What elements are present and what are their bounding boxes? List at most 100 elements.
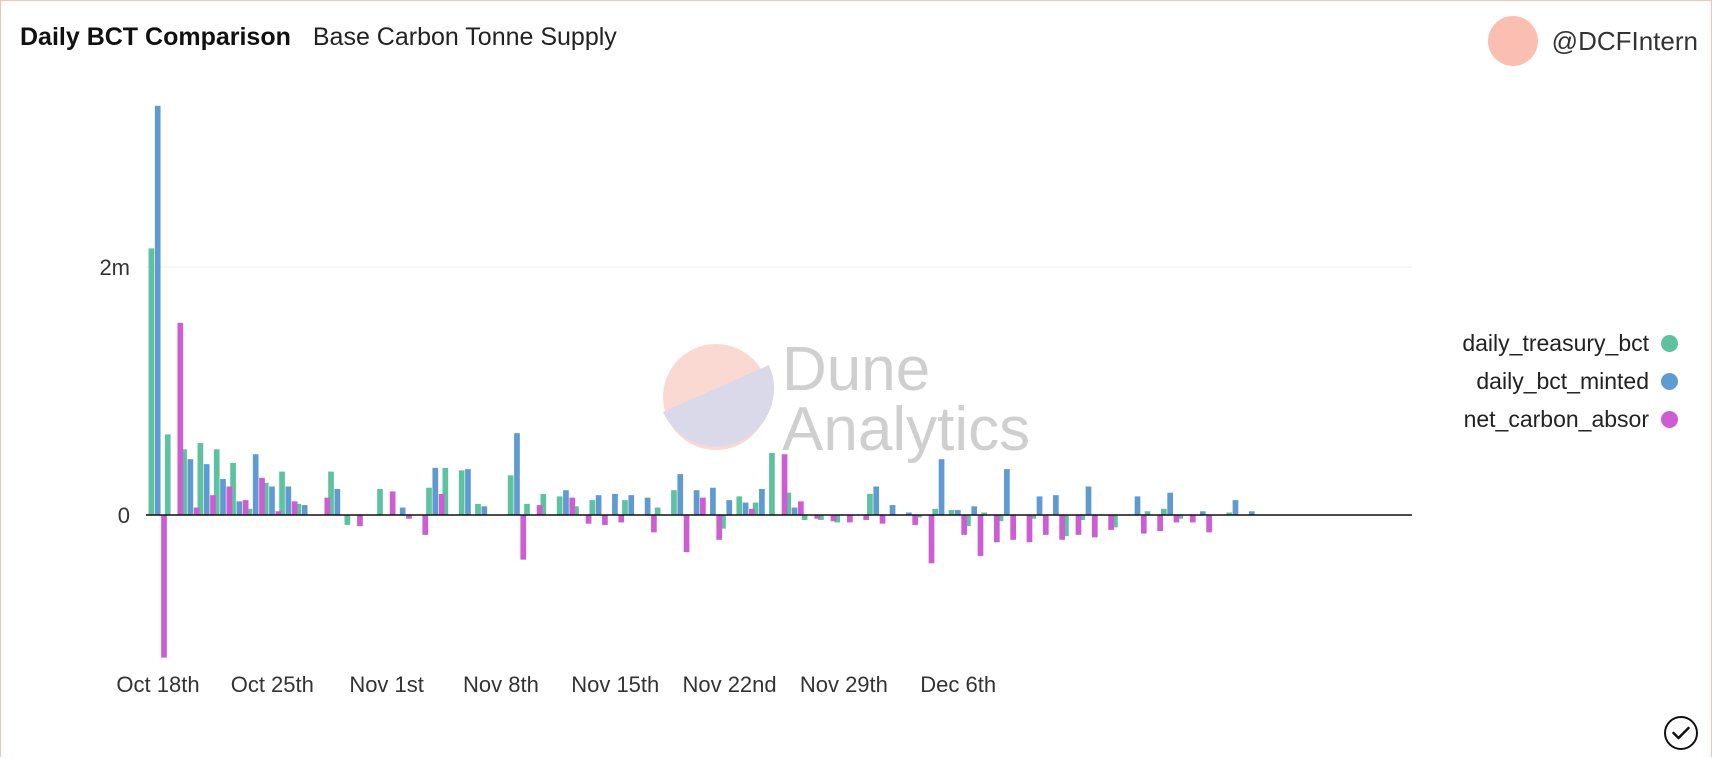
bar-daily-bct-minted[interactable] [971,506,978,515]
bar-daily-bct-minted[interactable] [1004,469,1010,515]
bar-daily-bct-minted[interactable] [1199,511,1206,515]
bar-net-carbon-absor[interactable] [1091,515,1098,538]
bar-daily-treasury-bct[interactable] [262,482,269,515]
bar-net-carbon-absor[interactable] [422,515,429,535]
bar-daily-bct-minted[interactable] [759,488,765,515]
bar-daily-treasury-bct[interactable] [752,502,759,515]
bar-daily-bct-minted[interactable] [203,464,210,515]
bar-daily-bct-minted[interactable] [269,486,275,515]
bar-daily-bct-minted[interactable] [1134,496,1141,515]
bar-daily-treasury-bct[interactable] [736,496,743,515]
bar-daily-bct-minted[interactable] [873,486,880,515]
avatar[interactable] [1487,16,1538,66]
bar-daily-treasury-bct[interactable] [507,475,514,515]
bar-daily-bct-minted[interactable] [791,507,798,515]
bar-net-carbon-absor[interactable] [977,515,984,556]
bar-daily-bct-minted[interactable] [628,495,635,515]
bar-net-carbon-absor[interactable] [536,505,543,515]
bar-daily-treasury-bct[interactable] [948,510,955,515]
bar-daily-bct-minted[interactable] [1248,511,1255,515]
bar-daily-bct-minted[interactable] [334,488,341,515]
bar-daily-treasury-bct[interactable] [213,449,220,515]
bar-net-carbon-absor[interactable] [847,515,853,523]
bar-daily-treasury-bct[interactable] [997,515,1004,522]
bar-net-carbon-absor[interactable] [651,515,657,533]
bar-daily-bct-minted[interactable] [1232,500,1239,515]
bar-daily-treasury-bct[interactable] [1030,515,1037,519]
bar-daily-bct-minted[interactable] [301,505,308,515]
bar-daily-treasury-bct[interactable] [622,500,628,515]
bar-net-carbon-absor[interactable] [1026,515,1033,543]
bar-daily-treasury-bct[interactable] [377,488,383,515]
bar-net-carbon-absor[interactable] [879,515,886,524]
bar-daily-treasury-bct[interactable] [916,515,922,518]
bar-daily-bct-minted[interactable] [955,510,961,515]
bar-net-carbon-absor[interactable] [700,497,706,515]
bar-daily-treasury-bct[interactable] [785,492,792,515]
bar-net-carbon-absor[interactable] [830,515,837,522]
bar-daily-treasury-bct[interactable] [181,449,187,515]
bar-daily-treasury-bct[interactable] [932,508,939,515]
bar-net-carbon-absor[interactable] [242,500,249,515]
bar-net-carbon-absor[interactable] [781,454,788,515]
bar-net-carbon-absor[interactable] [1189,515,1196,523]
bar-daily-bct-minted[interactable] [481,506,488,515]
author-badge[interactable]: @DCFIntern [1487,16,1698,66]
bar-daily-bct-minted[interactable] [677,474,684,515]
bar-daily-treasury-bct[interactable] [540,493,547,515]
check-circle-icon[interactable] [1664,716,1698,750]
bar-net-carbon-absor[interactable] [226,486,233,515]
bar-net-carbon-absor[interactable] [798,501,804,515]
bar-daily-bct-minted[interactable] [563,490,569,515]
bar-daily-bct-minted[interactable] [595,495,602,515]
bar-daily-treasury-bct[interactable] [1177,515,1184,519]
bar-daily-bct-minted[interactable] [1085,486,1092,515]
bar-net-carbon-absor[interactable] [749,508,755,515]
bar-daily-treasury-bct[interactable] [556,496,563,515]
bar-daily-bct-minted[interactable] [710,487,716,515]
bar-daily-treasury-bct[interactable] [965,515,971,527]
bar-daily-bct-minted[interactable] [693,490,700,515]
bar-net-carbon-absor[interactable] [618,515,625,523]
bar-daily-treasury-bct[interactable] [197,443,204,515]
bar-daily-treasury-bct[interactable] [1063,515,1069,537]
bar-daily-treasury-bct[interactable] [801,515,808,520]
bar-daily-treasury-bct[interactable] [1079,515,1086,520]
bar-daily-treasury-bct[interactable] [867,493,873,515]
bar-daily-treasury-bct[interactable] [279,471,285,515]
author-handle[interactable]: @DCFIntern [1551,25,1698,56]
bar-net-carbon-absor[interactable] [993,515,1000,543]
bar-daily-bct-minted[interactable] [220,479,226,515]
bar-daily-bct-minted[interactable] [1167,492,1174,515]
bar-daily-treasury-bct[interactable] [769,453,775,515]
bar-daily-treasury-bct[interactable] [458,470,465,515]
bar-net-carbon-absor[interactable] [569,497,576,515]
bar-net-carbon-absor[interactable] [1108,515,1114,530]
bar-net-carbon-absor[interactable] [291,501,298,515]
bar-net-carbon-absor[interactable] [275,511,282,515]
bar-net-carbon-absor[interactable] [585,515,592,524]
bar-net-carbon-absor[interactable] [210,495,216,515]
bar-daily-bct-minted[interactable] [938,459,945,515]
bar-net-carbon-absor[interactable] [389,491,396,515]
bar-net-carbon-absor[interactable] [716,515,723,540]
bar-daily-treasury-bct[interactable] [654,507,661,515]
bar-daily-bct-minted[interactable] [906,512,912,515]
bar-net-carbon-absor[interactable] [259,477,265,515]
bar-net-carbon-absor[interactable] [1042,515,1049,535]
bar-daily-bct-minted[interactable] [889,505,896,515]
bar-net-carbon-absor[interactable] [161,515,167,658]
bar-daily-treasury-bct[interactable] [426,487,432,515]
bar-net-carbon-absor[interactable] [1206,515,1212,533]
bar-daily-bct-minted[interactable] [252,454,259,515]
bar-daily-bct-minted[interactable] [399,507,406,515]
bar-daily-treasury-bct[interactable] [1112,515,1118,528]
bar-net-carbon-absor[interactable] [683,515,690,553]
bar-net-carbon-absor[interactable] [602,515,608,525]
bar-daily-bct-minted[interactable] [514,433,520,515]
bar-daily-bct-minted[interactable] [154,105,161,516]
bar-net-carbon-absor[interactable] [1010,515,1017,540]
bar-net-carbon-absor[interactable] [177,322,184,515]
bar-net-carbon-absor[interactable] [814,515,821,519]
bar-net-carbon-absor[interactable] [520,515,527,560]
